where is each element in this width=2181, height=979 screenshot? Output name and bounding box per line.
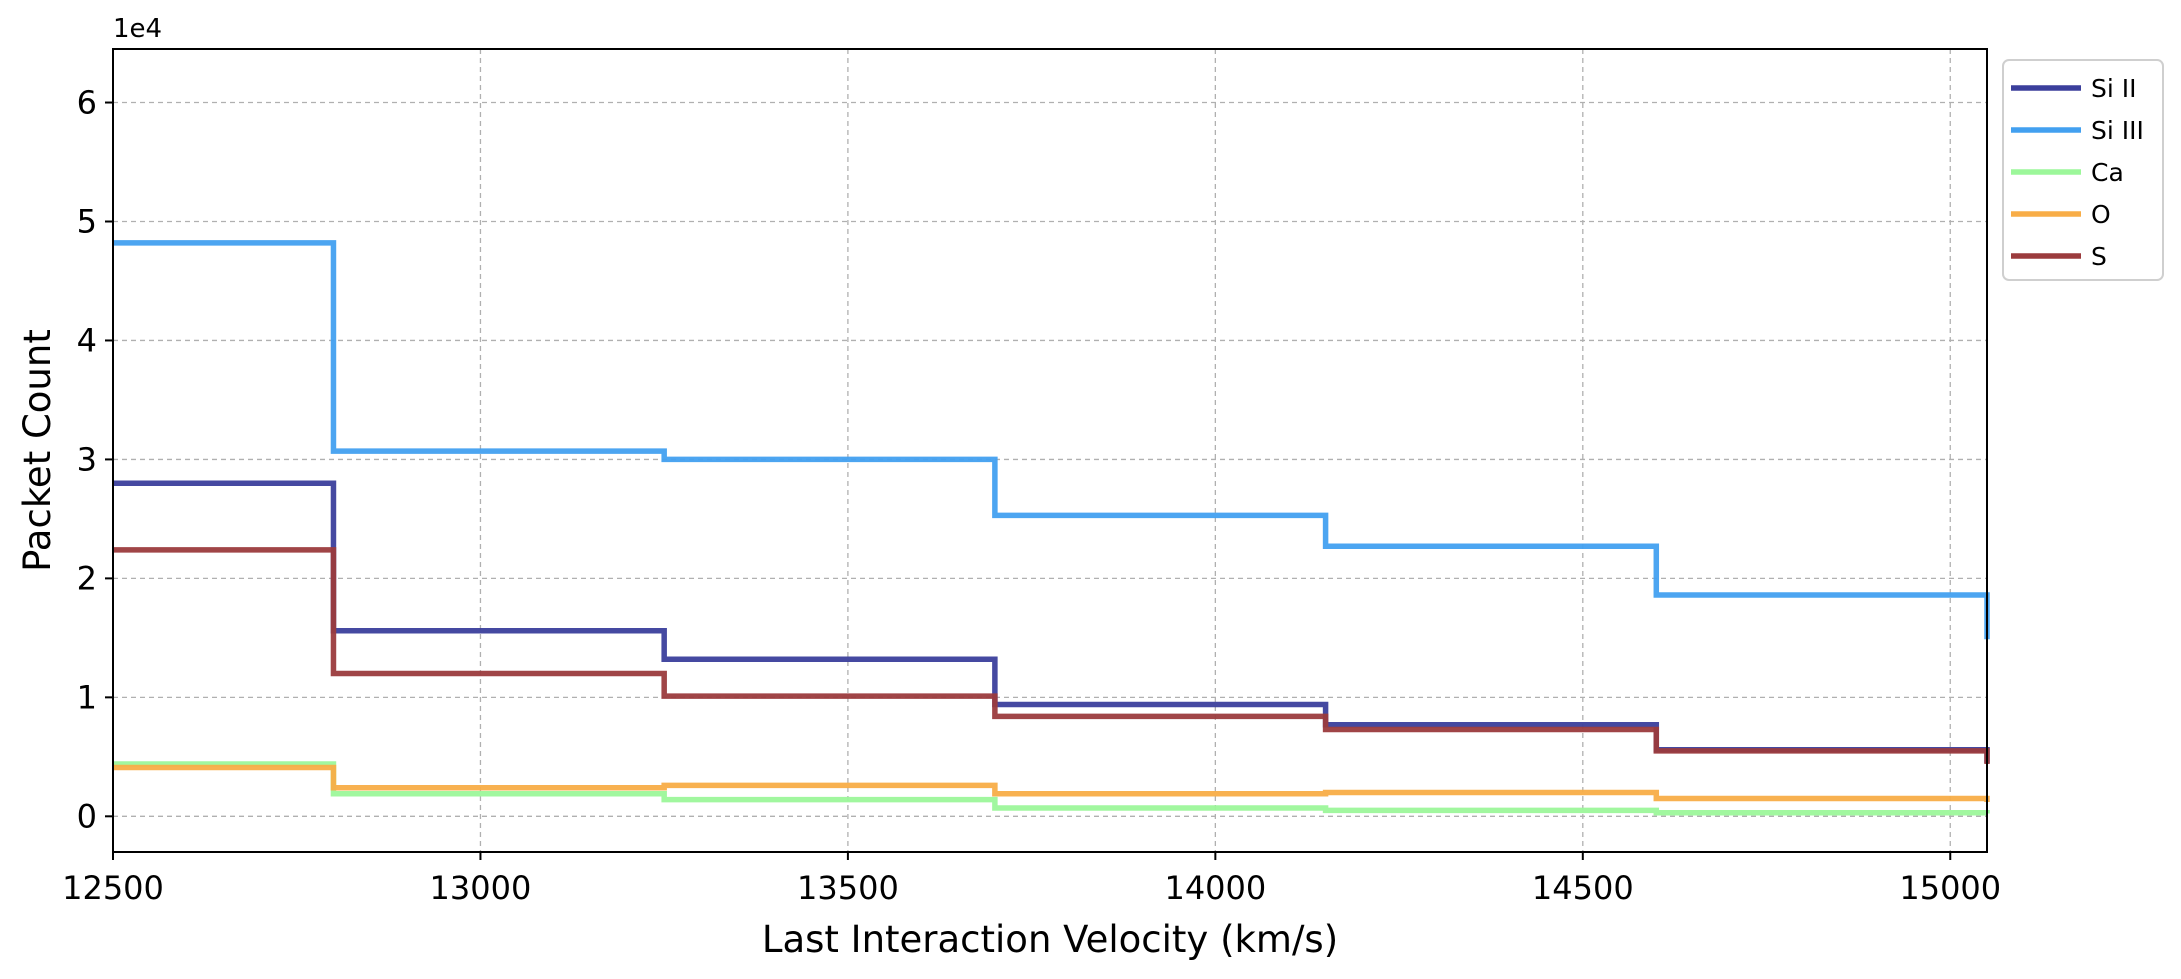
x-tick-label: 13500 xyxy=(797,869,899,907)
x-tick-label: 12500 xyxy=(62,869,164,907)
series-line-si-ii xyxy=(113,480,1990,764)
y-tick-label: 6 xyxy=(77,84,97,122)
y-axis: 0 1 2 3 4 5 6 xyxy=(77,84,113,835)
x-tick-label: 13000 xyxy=(430,869,532,907)
y-tick-label: 3 xyxy=(77,440,97,478)
y-tick-label: 2 xyxy=(77,559,97,597)
legend-box xyxy=(2002,59,2164,281)
legend-label: Si III xyxy=(2091,116,2144,145)
y-tick-label: 0 xyxy=(77,797,97,835)
legend: Si II Si III Ca OS xyxy=(2002,59,2164,281)
y-axis-title: Packet Count xyxy=(16,329,59,572)
x-tick-label: 15000 xyxy=(1899,869,2001,907)
y-tick-label: 4 xyxy=(77,321,97,359)
x-axis: 12500 13000 13500 14000 14500 15000 xyxy=(62,852,2001,907)
x-tick-label: 14000 xyxy=(1164,869,1266,907)
legend-label: Ca xyxy=(2091,158,2124,187)
series-line-s xyxy=(113,547,1990,764)
y-tick-label: 1 xyxy=(77,678,97,716)
x-tick-label: 14500 xyxy=(1532,869,1634,907)
series-line-o xyxy=(113,764,1990,803)
series-layer xyxy=(113,240,1990,816)
legend-label: O xyxy=(2091,200,2111,229)
y-offset-label: 1e4 xyxy=(113,14,162,44)
series-line-si-iii xyxy=(113,240,1990,640)
plot-frame xyxy=(112,48,1988,853)
y-tick-label: 5 xyxy=(77,202,97,240)
legend-label: S xyxy=(2091,242,2107,271)
x-axis-title: Last Interaction Velocity (km/s) xyxy=(762,918,1338,961)
series-line-ca xyxy=(113,761,1990,816)
legend-label: Si II xyxy=(2091,74,2137,103)
